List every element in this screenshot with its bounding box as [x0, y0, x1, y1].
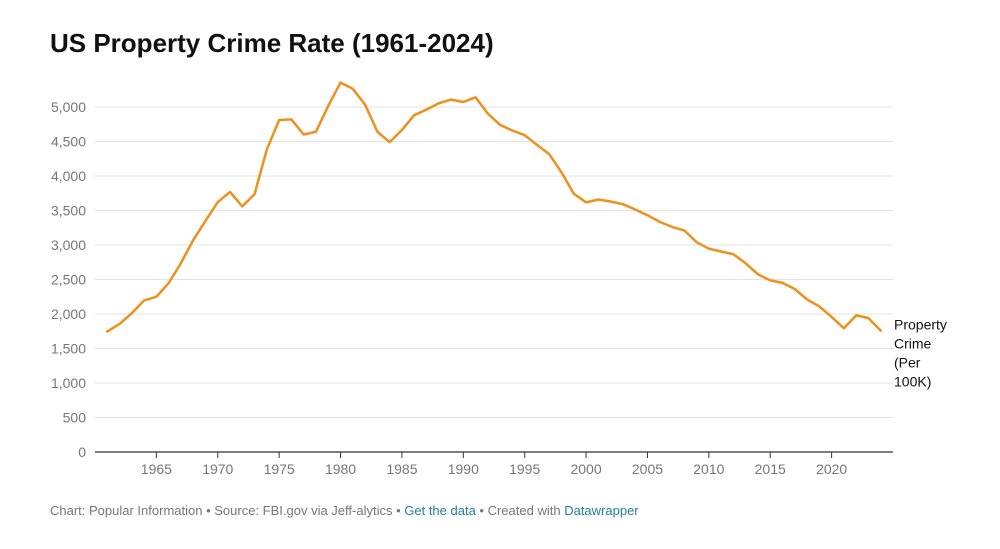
get-the-data-link[interactable]: Get the data [404, 503, 476, 518]
y-tick-label: 4,500 [51, 134, 86, 150]
series-label: Property Crime (Per 100K) [894, 317, 947, 390]
y-tick-label: 2,000 [51, 306, 86, 322]
chart-title: US Property Crime Rate (1961-2024) [50, 28, 494, 58]
created-with-text: Created with [487, 503, 561, 518]
y-tick-label: 2,500 [51, 272, 86, 288]
footer: Chart: Popular Information • Source: FBI… [50, 503, 639, 518]
series-line [106, 81, 882, 333]
series-group [106, 81, 882, 333]
x-axis-ticks: 1965 1970 1975 1980 1985 1990 1995 2000 2005 2010… [141, 452, 847, 477]
x-tick-label: 2020 [816, 461, 847, 477]
y-tick-label: 0 [78, 444, 86, 460]
y-tick-label: 1,500 [51, 341, 86, 357]
y-tick-label: 5,000 [51, 99, 86, 115]
x-tick-label: 2010 [693, 461, 724, 477]
x-tick-label: 2000 [570, 461, 601, 477]
x-tick-label: 1970 [202, 461, 233, 477]
series-label-line: Property [894, 317, 947, 333]
y-tick-label: 500 [63, 410, 87, 426]
y-tick-label: 1,000 [51, 375, 86, 391]
y-tick-label: 4,000 [51, 168, 86, 184]
x-tick-label: 2015 [755, 461, 786, 477]
footer-sep-3: • [475, 503, 488, 518]
footer-sep-2: • [392, 503, 405, 518]
grid-lines [95, 106, 893, 418]
x-tick-label: 2005 [632, 461, 663, 477]
series-label-line: (Per [894, 355, 921, 371]
x-tick-label: 1990 [448, 461, 479, 477]
x-tick-label: 1995 [509, 461, 540, 477]
source-text: Source: FBI.gov via Jeff-alytics [214, 503, 393, 518]
x-tick-label: 1985 [386, 461, 417, 477]
x-tick-label: 1980 [325, 461, 356, 477]
chart-credit: Chart: Popular Information [50, 503, 203, 518]
y-tick-label: 3,500 [51, 203, 86, 219]
x-tick-label: 1975 [264, 461, 295, 477]
datawrapper-link[interactable]: Datawrapper [564, 503, 639, 518]
y-axis-ticks: 0 500 1,000 1,500 2,000 2,500 3,000 3,500 4,000 4… [51, 99, 86, 460]
series-label-line: Crime [894, 336, 932, 352]
footer-sep-1: • [202, 503, 215, 518]
x-tick-label: 1965 [141, 461, 172, 477]
series-label-line: 100K) [894, 374, 931, 390]
y-tick-label: 3,000 [51, 237, 86, 253]
